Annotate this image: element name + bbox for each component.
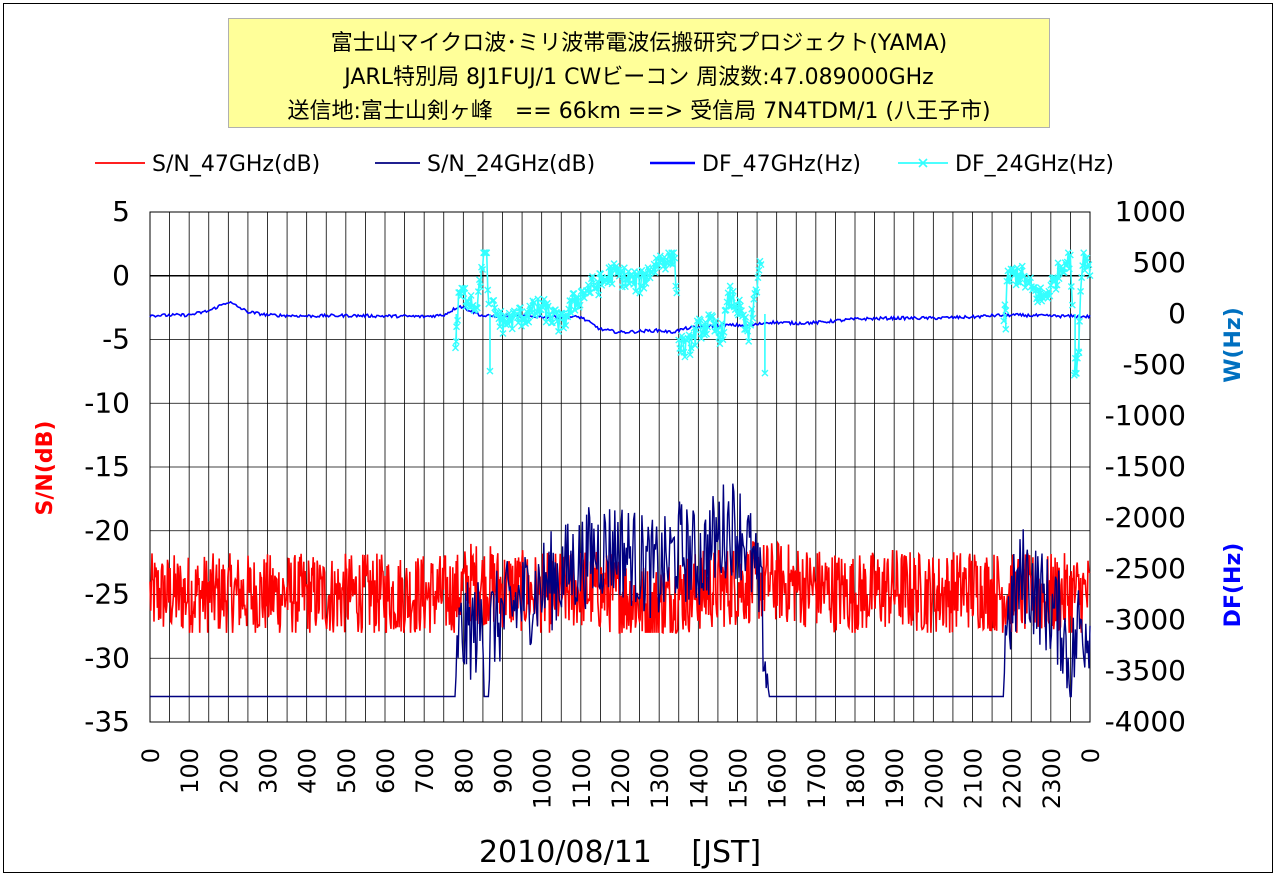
x-tick-label: 1700: [803, 748, 831, 809]
x-tick-label: 100: [176, 748, 204, 794]
y-right-tick-label: -3000: [1105, 603, 1186, 636]
legend-label: DF_24GHz(Hz): [955, 152, 1114, 177]
x-axis-label: 2010/08/11 [JST]: [479, 835, 761, 870]
y-left-tick-label: 5: [112, 195, 130, 228]
y-left-tick-label: -20: [84, 514, 130, 547]
x-tick-label: 700: [411, 748, 439, 794]
chart-axes: 50-5-10-15-20-25-30-3510005000-500-1000-…: [33, 195, 1246, 870]
x-tick-label: 200: [215, 748, 243, 794]
x-tick-label: 2000: [920, 748, 948, 809]
df-24ghz-markers: [452, 249, 1094, 379]
x-tick-label: 1200: [607, 748, 635, 809]
y-left-axis-label: S/N(dB): [33, 421, 58, 516]
y-right-tick-label: 500: [1133, 246, 1186, 279]
y-right-tick-label: -2000: [1105, 501, 1186, 534]
y-left-tick-label: -10: [84, 386, 130, 419]
series-sn-47ghz: [149, 540, 1091, 635]
title-line-3: 送信地:富士山剣ヶ峰 == 66km ==> 受信局 7N4TDM/1 (八王子…: [287, 99, 991, 124]
legend-label: S/N_24GHz(dB): [427, 152, 595, 177]
y-right-tick-label: -3500: [1105, 654, 1186, 687]
x-tick-label: 1100: [568, 748, 596, 809]
series-df-47ghz: [149, 300, 1091, 335]
y-right-tick-label: 1000: [1115, 195, 1186, 228]
y-right-bottom-axis-label: DF(Hz): [1221, 543, 1246, 628]
y-right-tick-label: -4000: [1105, 705, 1186, 738]
x-tick-label: 500: [333, 748, 361, 794]
x-tick-label: 900: [490, 748, 518, 794]
y-left-tick-label: -35: [84, 705, 130, 738]
y-left-tick-label: -25: [84, 578, 130, 611]
series-sn-24ghz: [150, 483, 1091, 698]
y-right-tick-label: -1000: [1105, 399, 1186, 432]
y-left-tick-label: -15: [84, 450, 130, 483]
legend-marker: [918, 158, 928, 168]
x-tick-label: 0: [1077, 748, 1105, 763]
x-tick-label: 2300: [1038, 748, 1066, 809]
x-tick-label: 1800: [842, 748, 870, 809]
legend-label: S/N_47GHz(dB): [152, 152, 320, 177]
plot-area: [149, 249, 1094, 698]
y-right-tick-label: -1500: [1105, 450, 1186, 483]
x-tick-label: 2100: [960, 748, 988, 809]
y-right-tick-label: -2500: [1105, 552, 1186, 585]
y-right-top-axis-label: W(Hz): [1221, 307, 1246, 383]
y-right-tick-label: 0: [1168, 297, 1186, 330]
chart-legend: S/N_47GHz(dB) S/N_24GHz(dB) DF_47GHz(Hz) DF…: [95, 152, 1114, 177]
x-tick-label: 600: [372, 748, 400, 794]
chart-title-box: 富士山マイクロ波･ミリ波帯電波伝搬研究プロジェクト(YAMA) JARL特別局 …: [228, 18, 1050, 128]
x-tick-label: 1000: [529, 748, 557, 809]
y-left-tick-label: -5: [102, 323, 130, 356]
title-line-1: 富士山マイクロ波･ミリ波帯電波伝搬研究プロジェクト(YAMA): [330, 31, 948, 56]
x-tick-label: 400: [294, 748, 322, 794]
x-tick-label: 1600: [764, 748, 792, 809]
x-tick-label: 1300: [646, 748, 674, 809]
x-tick-label: 0: [137, 748, 165, 763]
y-left-tick-label: 0: [112, 259, 130, 292]
title-line-2: JARL特別局 8J1FUJ/1 CWビーコン 周波数:47.089000GHz: [344, 65, 934, 90]
x-tick-label: 1400: [685, 748, 713, 809]
x-tick-label: 800: [450, 748, 478, 794]
y-left-tick-label: -30: [84, 641, 130, 674]
x-tick-label: 1900: [881, 748, 909, 809]
x-tick-label: 2200: [999, 748, 1027, 809]
x-tick-label: 300: [255, 748, 283, 794]
y-right-tick-label: -500: [1122, 348, 1186, 381]
x-tick-label: 1500: [725, 748, 753, 809]
legend-label: DF_47GHz(Hz): [702, 152, 861, 177]
